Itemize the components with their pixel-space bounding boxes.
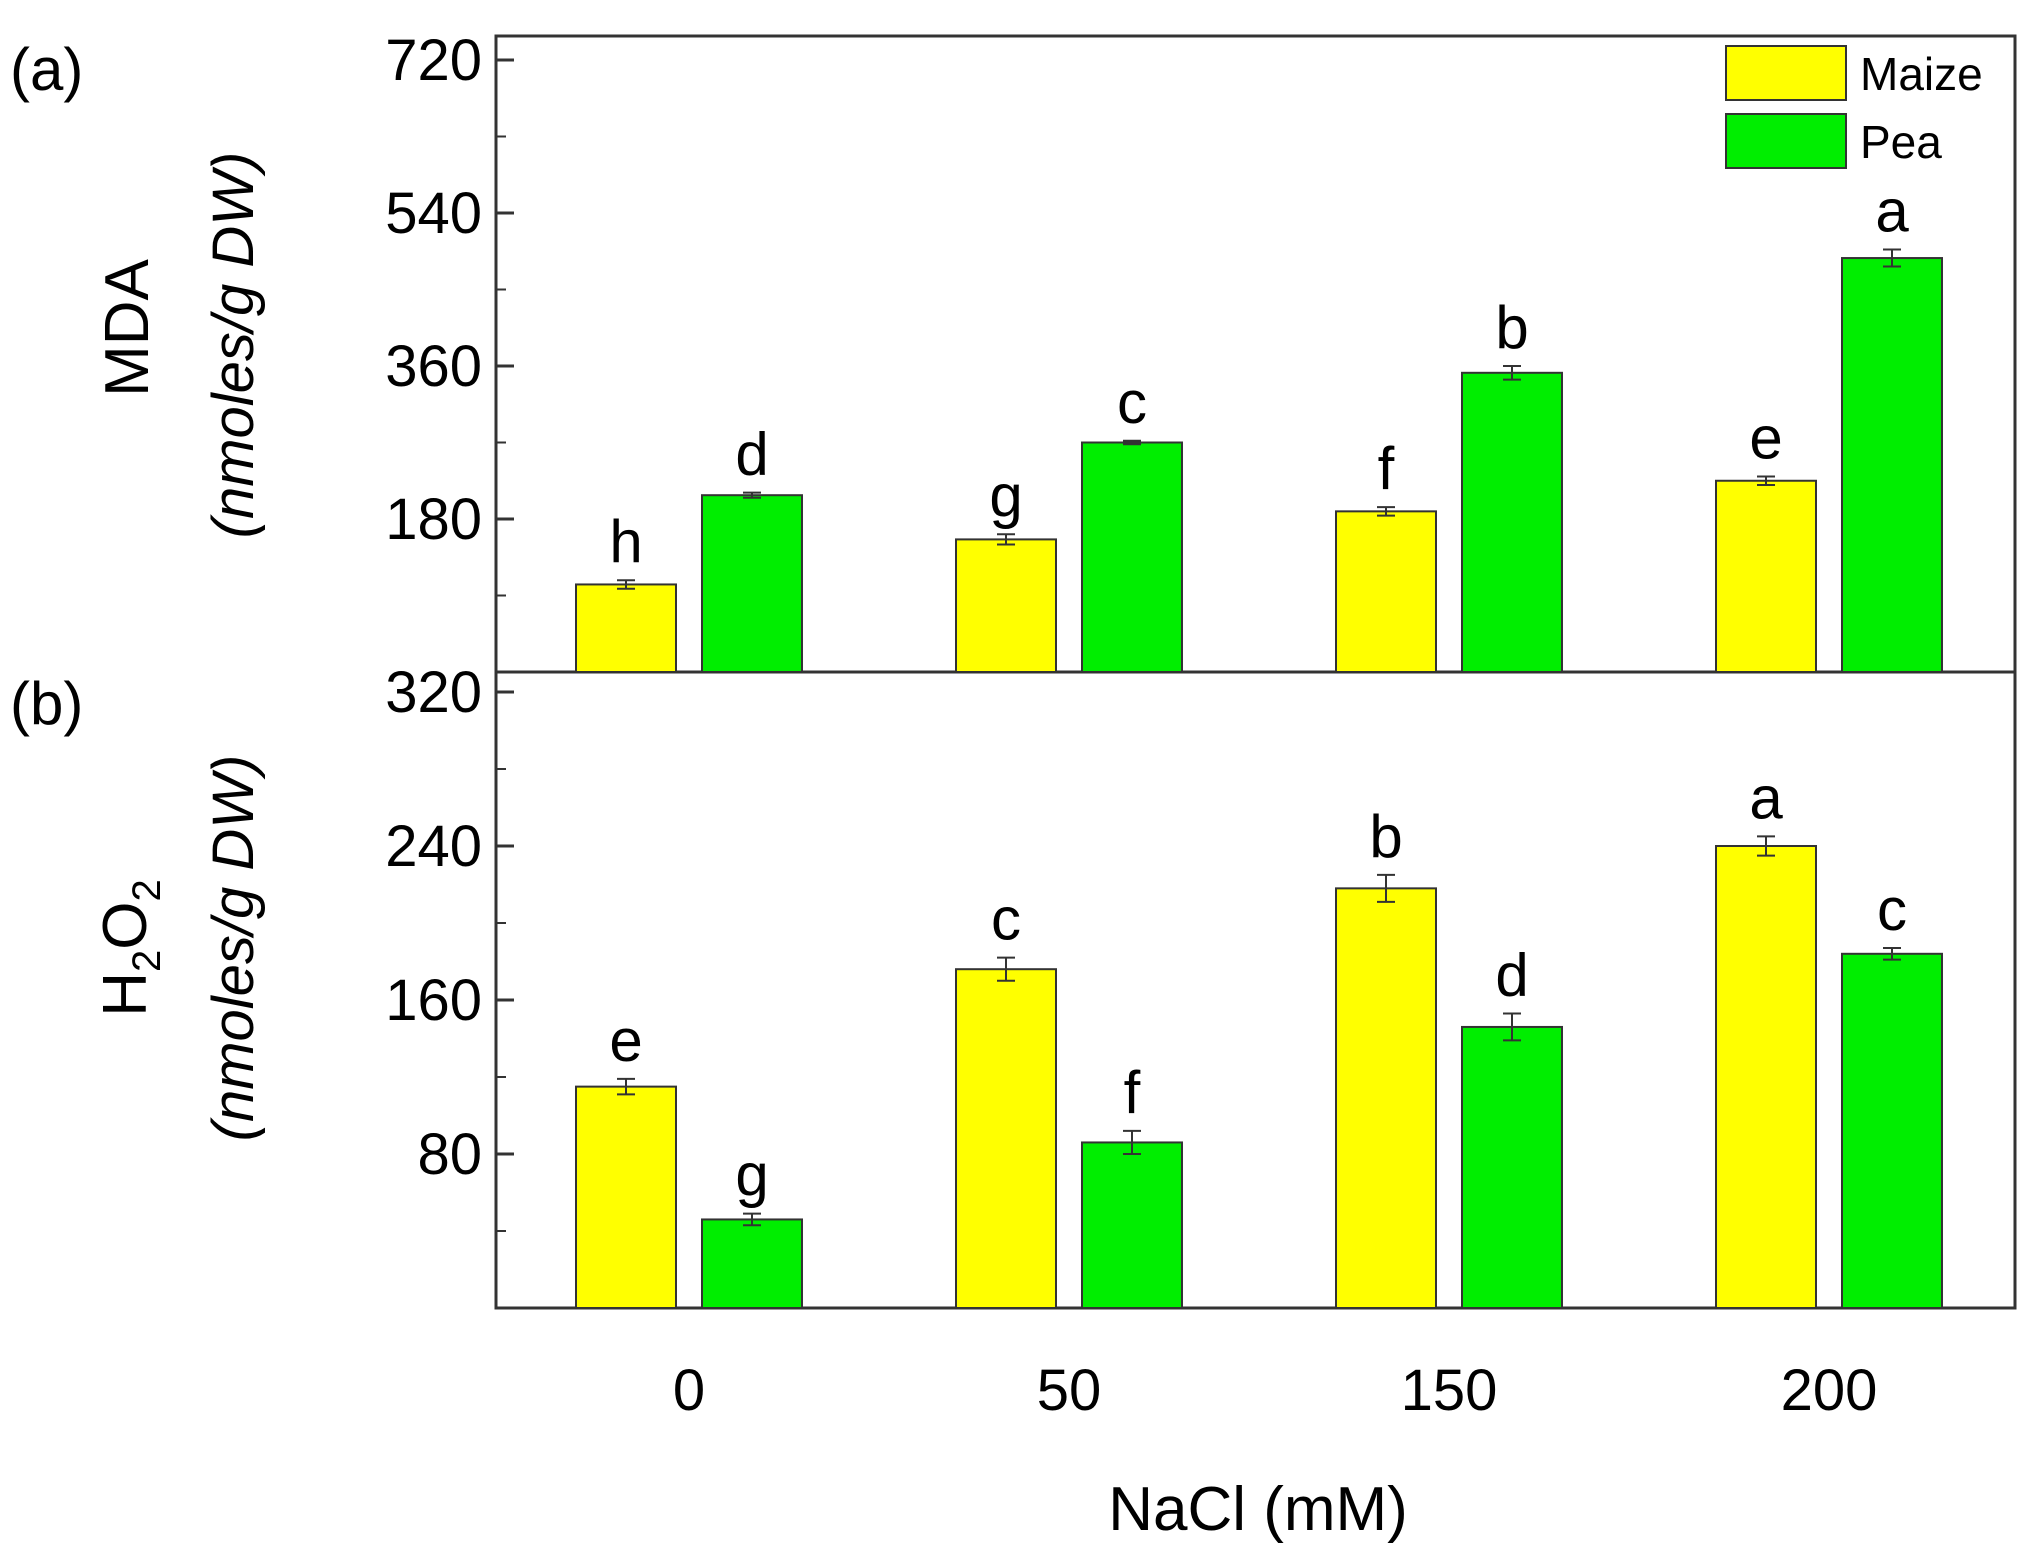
x-tick-label: 200 — [1781, 1358, 1878, 1423]
bar-a-maize-150 — [1335, 510, 1437, 673]
significance-letter: a — [1875, 178, 1909, 245]
bar-b-maize-0 — [575, 1085, 677, 1309]
significance-letter: b — [1495, 294, 1528, 361]
panel-b-ytick-label: 160 — [385, 968, 482, 1033]
significance-letter: c — [1117, 369, 1147, 436]
panel-a-ytick-label: 720 — [385, 28, 482, 93]
bar-a-pea-0 — [701, 494, 803, 674]
significance-letter: e — [609, 1007, 642, 1074]
significance-letter: g — [989, 462, 1022, 529]
bar-b-pea-0 — [701, 1218, 803, 1309]
bar-a-pea-150 — [1461, 371, 1563, 673]
bar-b-pea-150 — [1461, 1025, 1563, 1309]
panel-b-ytick-label: 80 — [417, 1122, 482, 1187]
legend-label-pea: Pea — [1860, 116, 1942, 168]
panel-b-label: (b) — [10, 670, 83, 737]
bar-a-maize-50 — [955, 538, 1057, 674]
panel-a-label: (a) — [10, 36, 83, 103]
significance-letter: c — [991, 886, 1021, 953]
bar-a-pea-200 — [1841, 257, 1943, 673]
significance-letter: b — [1369, 803, 1402, 870]
significance-letter: f — [1124, 1059, 1141, 1126]
significance-letter: d — [1495, 941, 1528, 1008]
panel-a-ylabel-main: MDA — [93, 258, 162, 396]
panel-b-ylabel-unit: (nmoles/g DW) — [201, 755, 266, 1142]
axes-layer: 180 360 540 720 80 160 240 320 0 50 150 200 — [385, 28, 1877, 1423]
panel-b-ytick-label: 320 — [385, 660, 482, 725]
significance-letter: f — [1378, 435, 1395, 502]
legend-swatch-maize — [1725, 45, 1847, 101]
x-tick-label: 150 — [1401, 1358, 1498, 1423]
panel-a-ytick-label: 180 — [385, 487, 482, 552]
significance-letter: a — [1749, 764, 1783, 831]
bar-b-pea-200 — [1841, 952, 1943, 1309]
panel-a-ylabel-unit: (nmoles/g DW) — [201, 152, 266, 539]
bar-a-maize-0 — [575, 583, 677, 674]
significance-letter: d — [735, 421, 768, 488]
significance-letter: h — [609, 508, 642, 575]
legend-swatch-pea — [1725, 113, 1847, 169]
significance-letter: c — [1877, 876, 1907, 943]
panel-b-frame — [494, 670, 2017, 1310]
x-tick-label: 50 — [1037, 1358, 1102, 1423]
bar-a-maize-200 — [1715, 479, 1817, 673]
significance-letter: g — [735, 1142, 768, 1209]
bar-b-maize-200 — [1715, 845, 1817, 1309]
x-axis-title: NaCl (mM) — [1108, 1475, 1408, 1544]
legend-label-maize: Maize — [1860, 48, 1983, 100]
panel-b-ytick-label: 240 — [385, 814, 482, 879]
x-tick-label: 0 — [673, 1358, 705, 1423]
panel-a-ytick-label: 540 — [385, 181, 482, 246]
bar-a-pea-50 — [1081, 441, 1183, 673]
significance-letter: e — [1749, 405, 1782, 472]
bars-layer: h g f e d c b a e c b a g f d c — [575, 178, 1943, 1309]
bar-b-maize-150 — [1335, 887, 1437, 1309]
panel-b-ylabel-main: H2O2 — [91, 879, 169, 1017]
bar-b-maize-50 — [955, 968, 1057, 1309]
panel-a-ytick-label: 360 — [385, 334, 482, 399]
bar-b-pea-50 — [1081, 1141, 1183, 1309]
